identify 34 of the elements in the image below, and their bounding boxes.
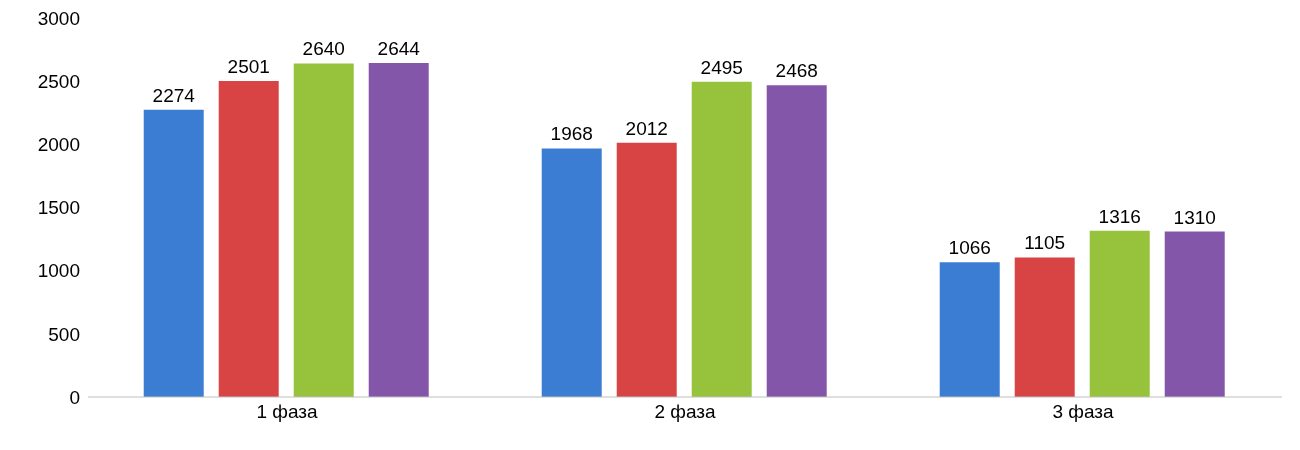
bar (368, 62, 429, 397)
x-tick-label: 3 фаза (1052, 401, 1114, 423)
bar (541, 148, 602, 397)
bar (218, 81, 279, 397)
bar (1089, 230, 1150, 397)
bar (939, 262, 1000, 397)
data-label: 2468 (775, 60, 818, 82)
bar (293, 63, 354, 397)
y-tick-label: 1500 (37, 197, 80, 219)
bar (691, 81, 752, 397)
y-tick-label: 0 (69, 386, 80, 408)
data-label: 1968 (550, 123, 593, 145)
data-label: 2012 (625, 117, 668, 139)
bar (1014, 257, 1075, 397)
y-tick-label: 2000 (37, 134, 80, 156)
y-tick-label: 3000 (37, 7, 80, 29)
data-label: 1310 (1173, 206, 1216, 228)
bar (1164, 231, 1225, 397)
bar (143, 109, 204, 397)
data-label: 1316 (1098, 205, 1141, 227)
y-tick-label: 1000 (37, 260, 80, 282)
data-label: 2640 (302, 38, 345, 60)
data-label: 2274 (152, 84, 196, 106)
data-label: 1066 (948, 237, 991, 259)
data-label: 1105 (1024, 232, 1066, 254)
y-tick-label: 2500 (37, 70, 80, 92)
data-label: 2501 (227, 56, 270, 78)
y-tick-label: 500 (48, 323, 80, 345)
bar (766, 85, 827, 397)
x-tick-label: 2 фаза (654, 401, 716, 423)
bar (616, 142, 677, 397)
data-label: 2495 (700, 56, 743, 78)
x-tick-label: 1 фаза (256, 401, 318, 423)
data-label: 2644 (377, 37, 421, 59)
